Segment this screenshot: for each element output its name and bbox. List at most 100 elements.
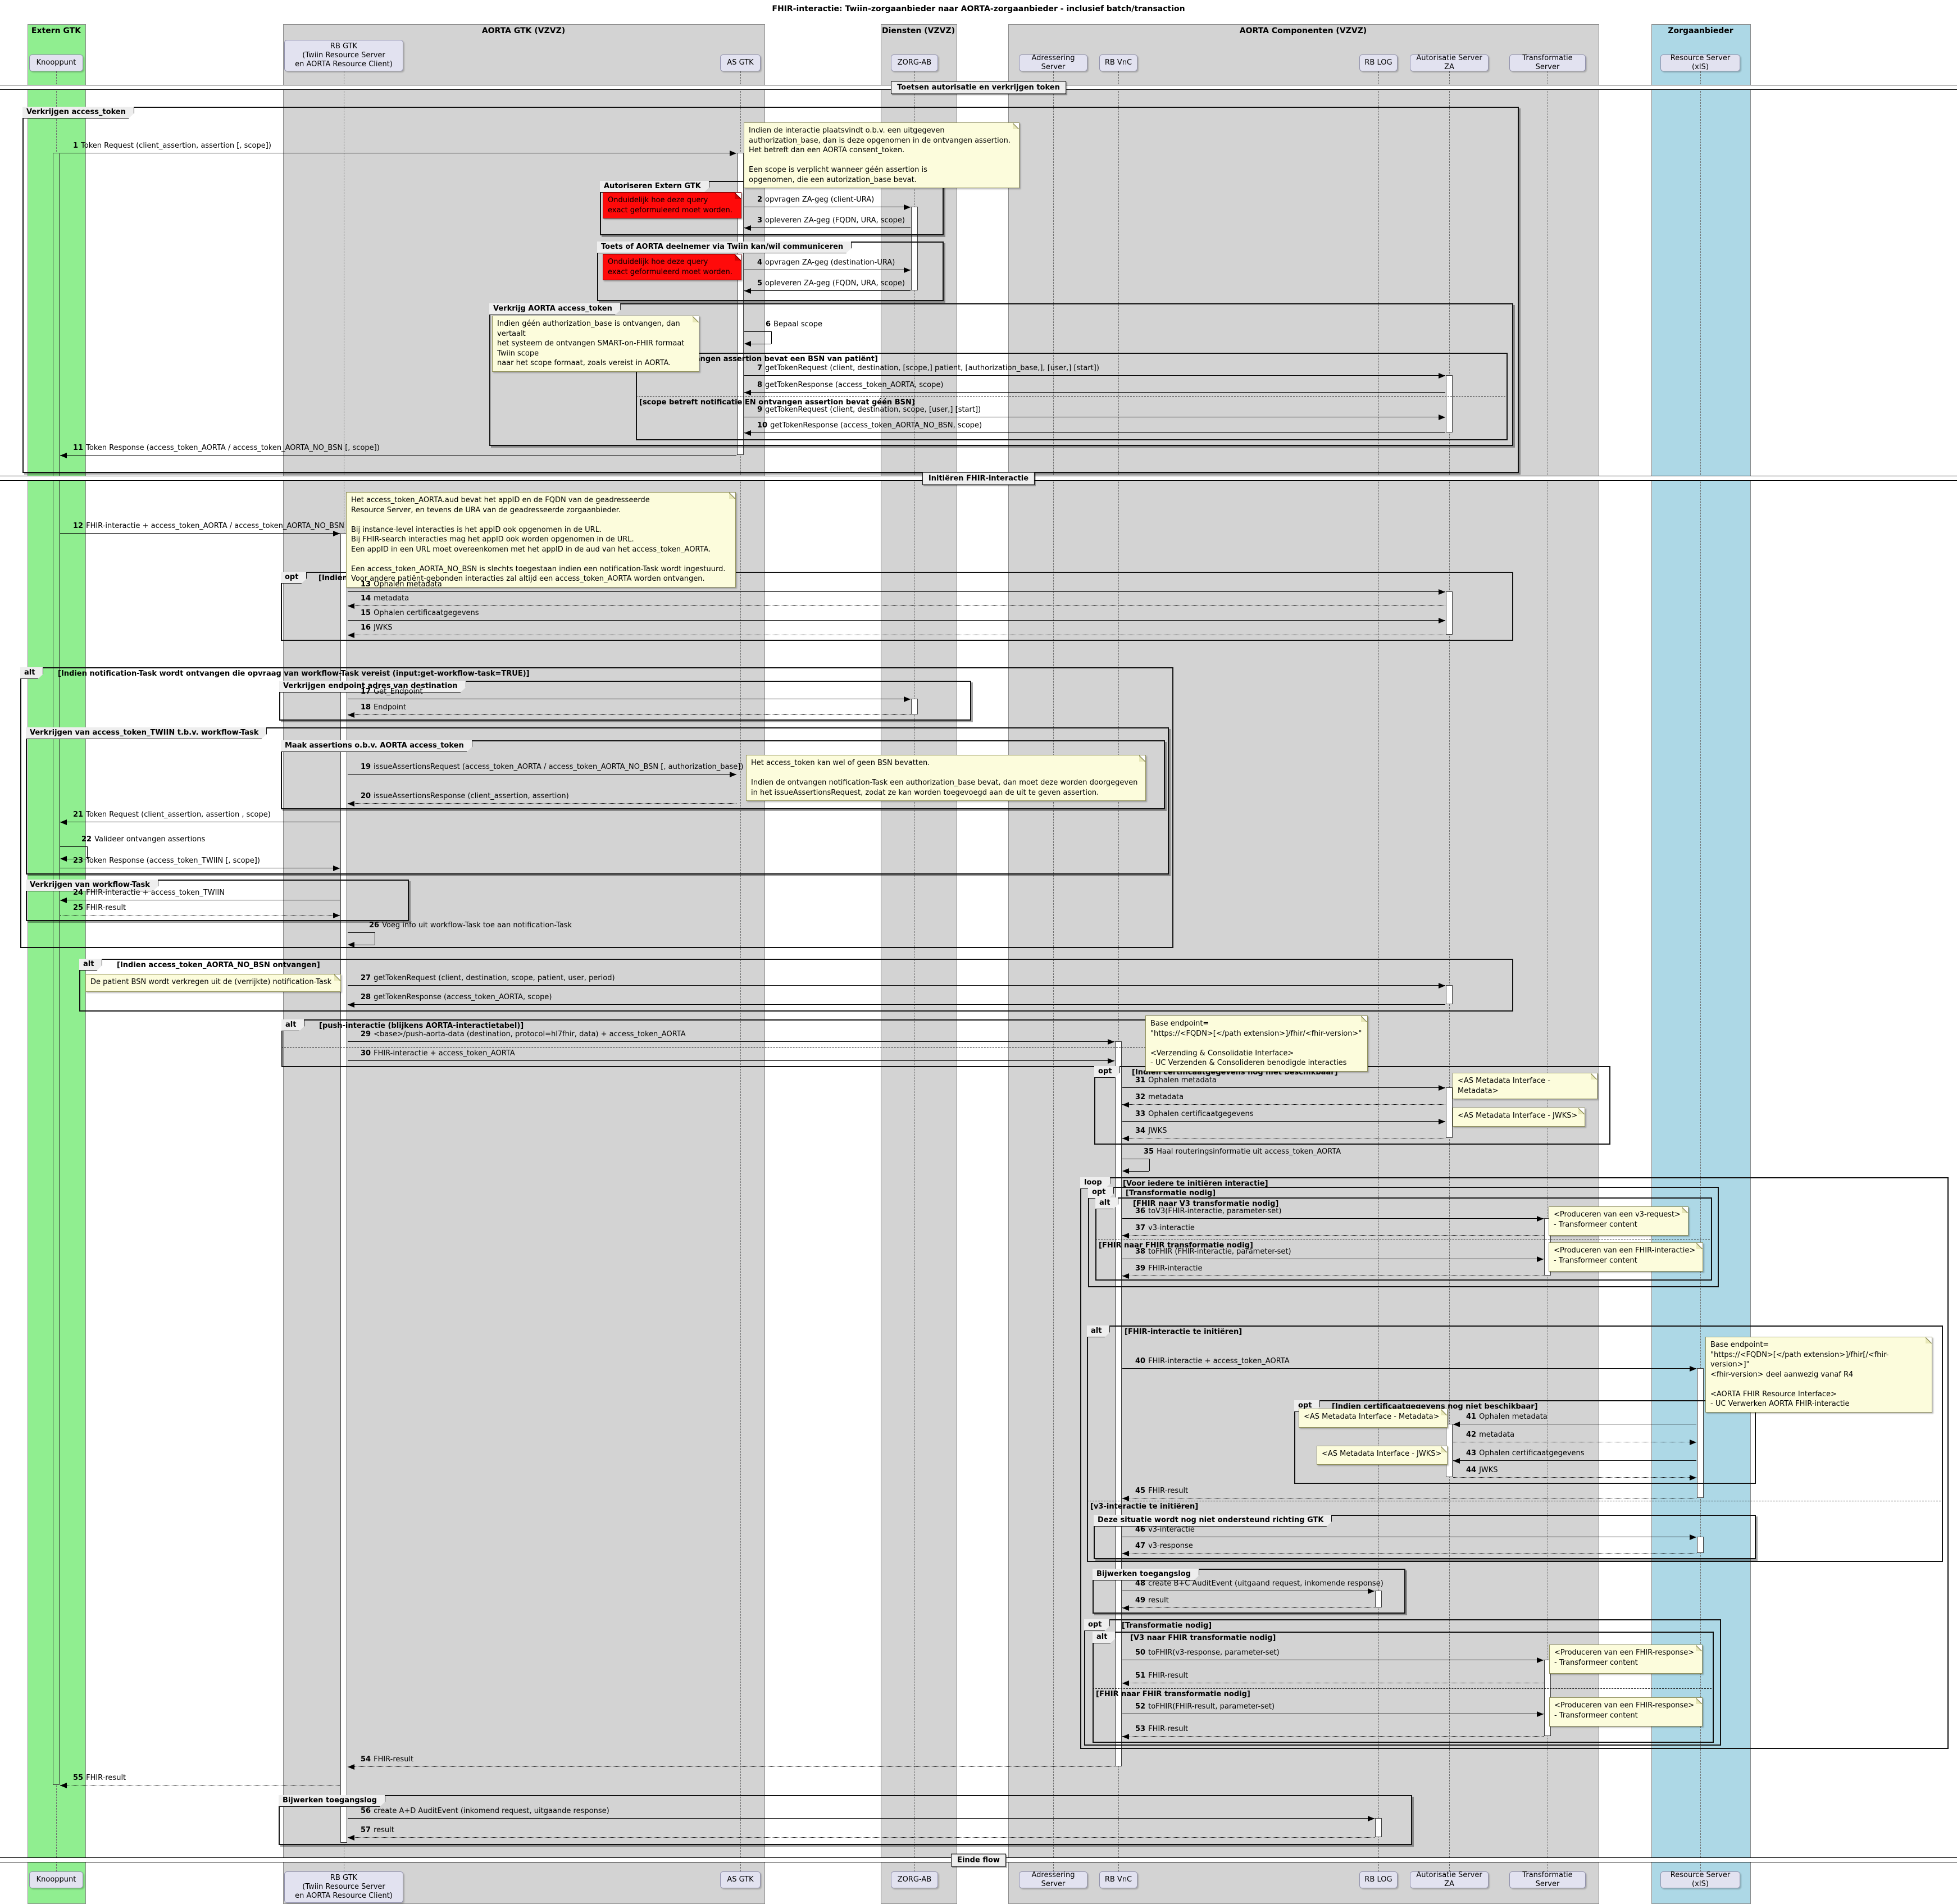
participant-header-as-gtk: AS GTK: [720, 54, 761, 71]
message-line-33: [1122, 1121, 1445, 1122]
frame-label: opt: [1084, 1619, 1110, 1631]
message-line-7: [744, 375, 1445, 376]
message-label-6: 6 Bepaal scope: [766, 320, 823, 329]
note: Het access_token_AORTA.aud bevat het app…: [346, 492, 736, 587]
frame-label: Verkrijgen endpoint adres van destinatio…: [279, 681, 466, 693]
lifeline-autorisatie-server-za: [1449, 71, 1450, 1871]
participant-header-adressering-server: Adressering Server: [1019, 54, 1087, 71]
message-label-12: 12 FHIR-interactie + access_token_AORTA /…: [73, 522, 344, 530]
arrowhead-4: [904, 267, 911, 273]
frame-label: Autoriseren Extern GTK: [600, 181, 709, 193]
arrowhead-57: [348, 1835, 354, 1841]
frame-label: Verkrijgen van workflow-Task: [26, 880, 158, 891]
activation-bar-autorisatie-server-za: [1446, 591, 1453, 635]
message-line-49: [1122, 1607, 1375, 1608]
message-label-50: 50 toFHIR(v3-response, parameter-set): [1135, 1648, 1280, 1657]
arrowhead-48: [1368, 1588, 1375, 1594]
message-line-15: [348, 620, 1445, 621]
message-label-5: 5 opleveren ZA-geg (FQDN, URA, scope): [757, 279, 905, 288]
frame-label: Verkrijgen access_token: [22, 107, 134, 119]
message-line-5: [744, 290, 911, 291]
message-self-top-6: [744, 331, 771, 332]
arrowhead-19: [730, 772, 736, 777]
message-label-31: 31 Ophalen metadata: [1135, 1076, 1217, 1085]
message-label-41: 41 Ophalen metadata: [1466, 1413, 1548, 1421]
arrowhead-45: [1122, 1496, 1129, 1501]
message-self-top-22: [60, 846, 87, 847]
note: Indien de interactie plaatsvindt o.b.v. …: [744, 122, 1020, 189]
note: <Produceren van een FHIR-response> - Tra…: [1549, 1645, 1703, 1674]
frame-condition: [V3 naar FHIR transformatie nodig]: [1130, 1634, 1276, 1642]
frame-group-10: [281, 740, 1165, 809]
message-self-side-6: [771, 331, 772, 344]
message-label-4: 4 opvragen ZA-geg (destination-URA): [757, 258, 895, 267]
message-label-14: 14 metadata: [361, 594, 409, 603]
note: <AS Metadata Interface - JWKS>: [1453, 1108, 1585, 1127]
note: <AS Metadata Interface - Metadata>: [1299, 1409, 1448, 1428]
message-label-8: 8 getTokenResponse (access_token_AORTA, s…: [757, 381, 944, 389]
activation-bar-autorisatie-server-za: [1446, 985, 1453, 1004]
arrowhead-56: [1368, 1816, 1375, 1821]
message-label-44: 44 JWKS: [1466, 1466, 1498, 1474]
frame-group-24: [279, 1795, 1412, 1845]
message-line-19: [348, 774, 736, 775]
message-line-31: [1122, 1087, 1445, 1088]
frame-condition: [Indien notification-Task wordt ontvange…: [58, 669, 530, 678]
red-note: Onduidelijk hoe deze query exact geformu…: [603, 254, 741, 281]
message-line-57: [348, 1837, 1375, 1838]
participant-header-zorg-ab: ZORG-AB: [891, 54, 938, 71]
frame-label: Verkrijgen van access_token_TWIIN t.b.v.…: [26, 727, 267, 739]
arrowhead-30: [1108, 1058, 1114, 1064]
frame-label: alt: [79, 959, 102, 971]
message-label-28: 28 getTokenResponse (access_token_AORTA, …: [361, 993, 552, 1001]
frame-opt-22: [1084, 1619, 1721, 1746]
arrowhead-16: [348, 632, 354, 638]
arrowhead-50: [1537, 1657, 1544, 1663]
frame-label: Bijwerken toegangslog: [1093, 1569, 1199, 1580]
arrowhead-20: [348, 801, 354, 807]
frame-group-11: [26, 880, 409, 921]
message-label-53: 53 FHIR-result: [1135, 1725, 1189, 1733]
arrowhead-44: [1690, 1475, 1696, 1481]
arrowhead-51: [1122, 1680, 1129, 1686]
note: <Produceren van een v3-request> - Transf…: [1549, 1206, 1689, 1236]
message-line-37: [1122, 1235, 1544, 1236]
message-line-53: [1122, 1736, 1544, 1737]
frame-group-9: [26, 727, 1169, 874]
arrowhead-23: [333, 866, 340, 871]
message-label-22: 22 Valideer ontvangen assertions: [81, 835, 206, 844]
participant-header-rb-vnc: RB VnC: [1099, 54, 1137, 71]
arrowhead-39: [1122, 1273, 1129, 1279]
message-label-48: 48 create B+C AuditEvent (uitgaand reques…: [1135, 1579, 1383, 1588]
frame-label: Maak assertions o.b.v. AORTA access_toke…: [281, 740, 472, 752]
frame-label: Bijwerken toegangslog: [279, 1795, 385, 1807]
arrowhead-7: [1439, 373, 1445, 379]
arrowhead-32: [1122, 1102, 1129, 1108]
box-label-aorta-componenten: AORTA Componenten (VZVZ): [1239, 26, 1367, 35]
note: Het access_token kan wel of geen BSN bev…: [746, 755, 1146, 801]
participant-header-transformatie-server: Transformatie Server: [1509, 54, 1586, 71]
box-label-extern-gtk: Extern GTK: [31, 26, 81, 35]
message-label-19: 19 issueAssertionsRequest (access_token_A…: [361, 763, 744, 771]
participant-footer-rb-vnc: RB VnC: [1099, 1871, 1137, 1888]
message-label-37: 37 v3-interactie: [1135, 1224, 1195, 1232]
arrowhead-33: [1439, 1119, 1445, 1124]
arrowhead-11: [60, 453, 67, 458]
message-line-10: [744, 432, 1445, 433]
message-label-30: 30 FHIR-interactie + access_token_AORTA: [361, 1049, 515, 1058]
message-line-18: [348, 714, 911, 715]
frame-condition: [ontvangen assertion bevat een BSN van p…: [673, 355, 878, 363]
message-label-46: 46 v3-interactie: [1135, 1525, 1195, 1534]
message-line-13: [348, 591, 1445, 592]
arrowhead-47: [1122, 1551, 1129, 1556]
message-line-56: [348, 1818, 1375, 1819]
frame-alt-12: [79, 959, 1513, 1012]
message-label-11: 11 Token Response (access_token_AORTA / a…: [73, 444, 380, 452]
box-zorgaanbieder: [1651, 24, 1751, 1904]
message-line-44: [1453, 1477, 1696, 1478]
activation-bar-rb-log: [1375, 1591, 1382, 1607]
box-label-zorgaanbieder: Zorgaanbieder: [1668, 26, 1733, 35]
participant-header-knooppunt: Knooppunt: [29, 54, 83, 71]
frame-label: loop: [1080, 1177, 1111, 1189]
message-self-bottom-35: [1126, 1171, 1149, 1172]
